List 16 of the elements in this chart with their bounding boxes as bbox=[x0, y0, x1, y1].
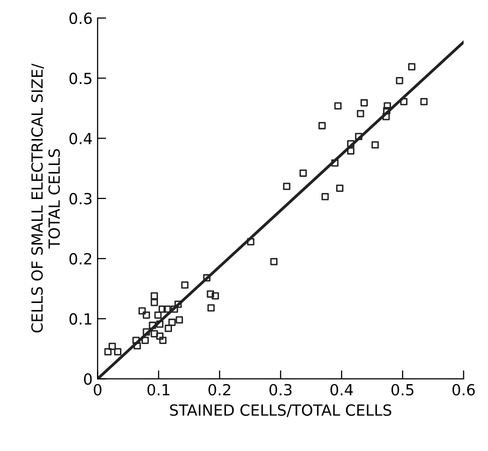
x-tick-label: 0 bbox=[94, 384, 102, 396]
y-tick-label: 0.2 bbox=[69, 253, 92, 265]
y-tick-label: 0.5 bbox=[69, 72, 92, 84]
x-tick-label: 0.4 bbox=[330, 384, 353, 396]
y-tick-label: 0 bbox=[84, 373, 92, 385]
y-axis-title: CELLS OF SMALL ELECTRICAL SIZE/ TOTAL CELLS bbox=[31, 64, 60, 332]
x-tick-label: 0.2 bbox=[208, 384, 230, 396]
x-tick-label: 0.6 bbox=[452, 384, 475, 396]
y-tick-label: 0.4 bbox=[69, 132, 92, 144]
x-axis-title: STAINED CELLS/TOTAL CELLS bbox=[170, 404, 392, 418]
x-tick-label: 0.5 bbox=[391, 384, 414, 396]
y-tick-label: 0.1 bbox=[69, 313, 92, 325]
x-tick-label: 0.3 bbox=[269, 384, 292, 396]
x-tick-label: 0.1 bbox=[147, 384, 170, 396]
y-tick-label: 0.6 bbox=[69, 12, 92, 24]
y-tick-label: 0.3 bbox=[69, 192, 92, 204]
